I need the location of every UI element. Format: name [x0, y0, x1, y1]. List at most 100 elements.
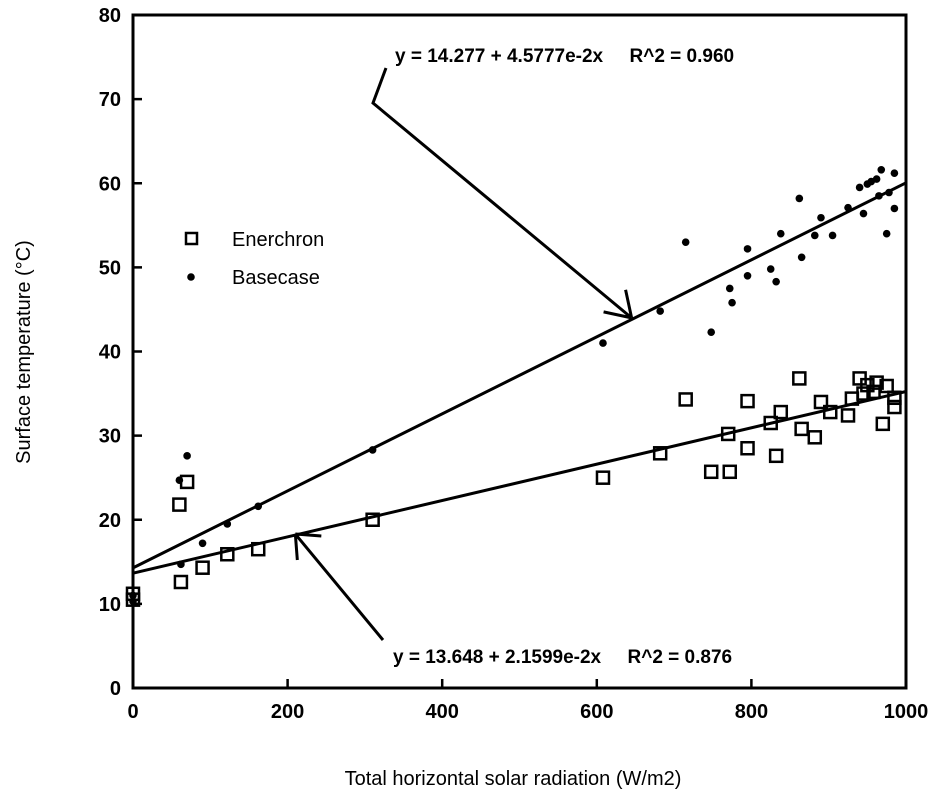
point-enerchron [887, 399, 902, 415]
fit-equation-enerchron: y = 13.648 + 2.1599e-2x R^2 = 0.876 [393, 647, 732, 668]
point-enerchron [220, 546, 235, 562]
y-tick-label: 50 [99, 257, 121, 279]
point-enerchron [840, 408, 856, 423]
legend-marker-enerchron [184, 231, 199, 246]
x-tick-label: 600 [580, 701, 613, 723]
y-tick-label: 70 [99, 89, 121, 111]
point-basecase [877, 165, 886, 174]
series-enerchron [125, 371, 902, 607]
point-basecase [855, 183, 864, 192]
point-basecase [129, 597, 137, 606]
y-tick-label: 10 [99, 594, 121, 616]
point-basecase [198, 539, 207, 548]
point-basecase [599, 339, 607, 347]
point-enerchron [794, 421, 809, 437]
point-basecase [743, 271, 752, 280]
point-enerchron [703, 464, 719, 480]
point-basecase [707, 328, 716, 336]
point-basecase [766, 265, 775, 273]
point-enerchron [678, 392, 693, 407]
point-basecase [810, 231, 819, 240]
legend-label-enerchron: Enerchron [232, 229, 324, 251]
point-enerchron [172, 497, 187, 512]
point-basecase [177, 560, 185, 569]
point-basecase [844, 203, 852, 212]
point-basecase [872, 175, 881, 183]
point-enerchron [763, 415, 778, 431]
y-tick-label: 20 [99, 510, 121, 532]
x-tick-label: 0 [127, 701, 138, 723]
y-axis-title: Surface temperature (°C) [13, 240, 35, 464]
point-enerchron [856, 386, 871, 401]
series-basecase [129, 165, 899, 606]
y-tick-label: 30 [99, 426, 121, 448]
x-axis-title: Total horizontal solar radiation (W/m2) [345, 768, 682, 790]
point-basecase [890, 204, 899, 213]
point-basecase [797, 253, 806, 262]
point-basecase [368, 446, 377, 454]
x-tick-label: 200 [271, 701, 304, 723]
point-enerchron [722, 464, 738, 480]
point-basecase [817, 213, 825, 222]
point-enerchron [875, 416, 891, 432]
point-basecase [776, 229, 785, 238]
point-basecase [725, 284, 734, 293]
point-enerchron [740, 393, 755, 409]
point-enerchron [822, 404, 838, 420]
point-basecase [772, 277, 780, 286]
fit-line-basecase [132, 181, 907, 570]
point-basecase [885, 188, 893, 197]
point-enerchron [807, 430, 823, 445]
point-basecase [129, 591, 137, 600]
y-tick-label: 0 [110, 678, 121, 700]
fit-line-enerchron [132, 390, 907, 575]
point-enerchron [887, 390, 902, 406]
point-basecase [183, 452, 191, 460]
point-enerchron [813, 394, 829, 410]
point-enerchron [879, 378, 894, 394]
tick-marks [131, 13, 908, 690]
point-enerchron [740, 440, 755, 456]
arrow-enerchron [293, 532, 385, 641]
point-basecase [890, 169, 899, 177]
point-basecase [828, 231, 837, 240]
point-basecase [795, 194, 804, 203]
point-basecase [743, 245, 752, 253]
point-basecase [223, 520, 232, 528]
plot-frame [131, 13, 908, 690]
legend: Enerchron Basecase [184, 229, 324, 289]
point-basecase [875, 192, 883, 200]
point-enerchron [768, 448, 784, 464]
point-basecase [882, 229, 891, 238]
point-enerchron [595, 470, 611, 485]
fit-equation-basecase: y = 14.277 + 4.5777e-2x R^2 = 0.960 [395, 46, 734, 67]
point-enerchron [792, 371, 807, 386]
point-enerchron [195, 560, 210, 575]
point-enerchron [173, 574, 189, 590]
point-basecase [175, 476, 184, 485]
point-basecase [859, 209, 868, 218]
x-tick-label: 800 [735, 701, 768, 723]
point-enerchron [250, 541, 266, 557]
tick-labels: 0 200 400 600 800 1000 0 10 20 30 40 50 60 70 80 [99, 5, 929, 723]
point-basecase [728, 298, 736, 307]
point-enerchron [869, 375, 884, 390]
y-tick-label: 40 [99, 342, 121, 364]
y-tick-label: 80 [99, 5, 121, 27]
x-tick-label: 1000 [884, 701, 929, 723]
axes [131, 13, 908, 690]
point-enerchron [652, 446, 668, 461]
annotations: y = 14.277 + 4.5777e-2x R^2 = 0.960 y = … [293, 46, 734, 668]
point-basecase [681, 238, 690, 246]
legend-marker-basecase [187, 273, 195, 281]
point-enerchron [773, 404, 789, 420]
point-basecase [254, 502, 263, 511]
point-enerchron [720, 426, 736, 442]
legend-label-basecase: Basecase [232, 267, 320, 289]
arrow-basecase [371, 67, 634, 320]
point-enerchron [365, 512, 380, 527]
y-tick-label: 60 [99, 173, 121, 195]
x-tick-label: 400 [426, 701, 459, 723]
point-basecase [656, 307, 664, 315]
